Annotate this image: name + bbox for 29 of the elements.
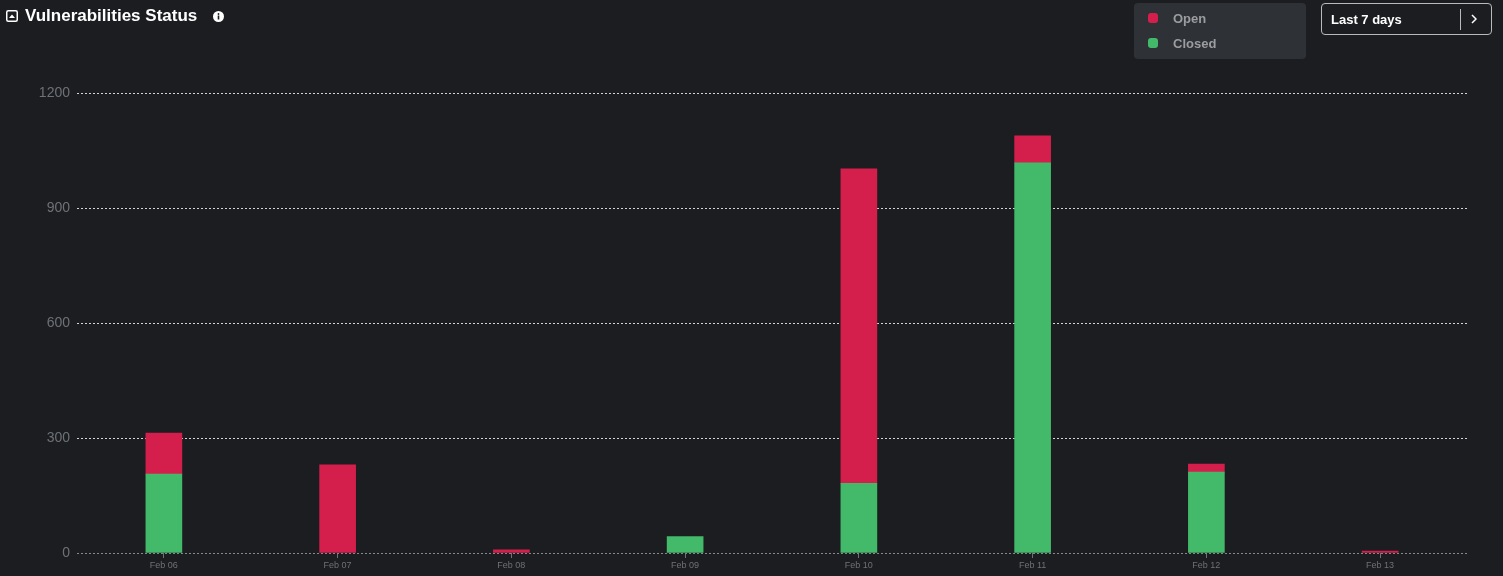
bar — [145, 432, 183, 475]
legend-label: Closed — [1173, 35, 1217, 51]
y-tick-label: 300 — [46, 428, 71, 445]
chart-title: Vulnerabilities Status — [25, 6, 198, 26]
bar — [1361, 550, 1399, 553]
bar — [666, 536, 704, 553]
y-tick-label: 1200 — [38, 83, 71, 100]
bar — [1188, 463, 1225, 473]
bar — [145, 473, 183, 553]
bar — [840, 168, 878, 484]
y-tick-label: 600 — [46, 313, 71, 330]
bar — [319, 464, 356, 553]
x-tick-label: Feb 07 — [323, 559, 352, 570]
x-tick-label: Feb 08 — [497, 559, 526, 570]
y-tick-label: 0 — [62, 543, 71, 560]
bar — [493, 549, 530, 553]
range-button[interactable]: Last 7 days — [1321, 3, 1492, 35]
bar — [840, 482, 878, 553]
bar — [1014, 135, 1051, 164]
bar — [1014, 162, 1051, 553]
x-tick-label: Feb 06 — [149, 559, 178, 570]
x-tick-label: Feb 12 — [1192, 559, 1221, 570]
x-tick-label: Feb 10 — [844, 559, 873, 570]
x-tick-label: Feb 13 — [1366, 559, 1395, 570]
legend-label: Open — [1173, 10, 1207, 26]
bar — [1188, 471, 1225, 553]
x-tick-label: Feb 09 — [671, 559, 700, 570]
y-tick-label: 900 — [46, 198, 71, 215]
x-tick-label: Feb 11 — [1018, 559, 1047, 570]
